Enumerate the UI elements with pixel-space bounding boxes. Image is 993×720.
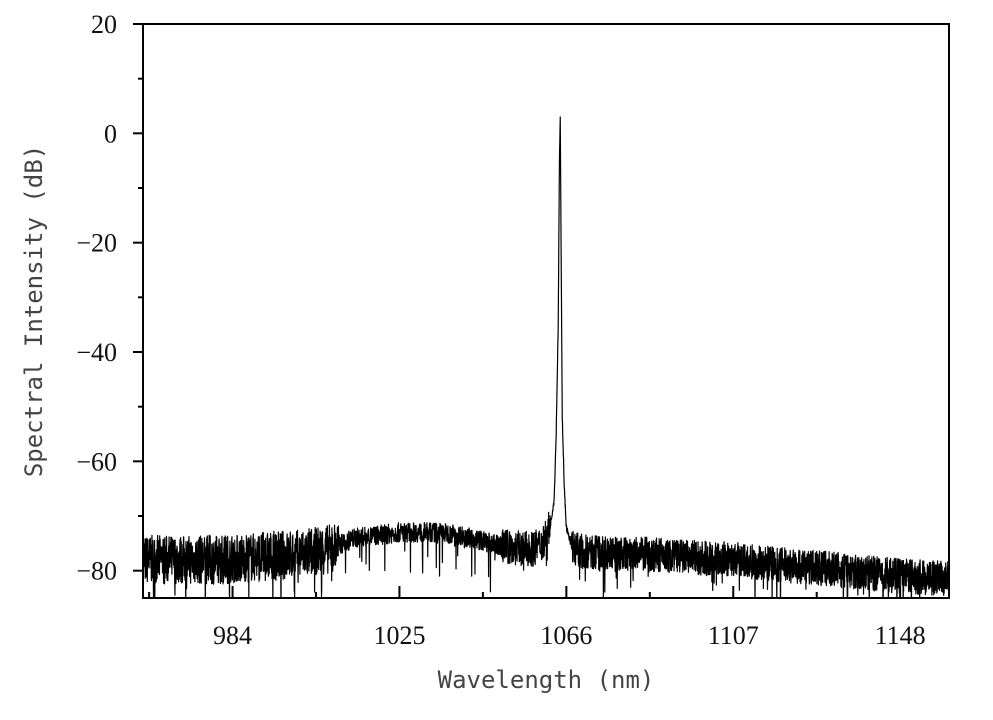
x-tick-label: 1107: [708, 621, 759, 650]
x-tick-label: 1025: [373, 621, 425, 650]
x-axis: 984 1025 1066 1107 1148: [148, 586, 926, 650]
x-tick-label: 1066: [540, 621, 592, 650]
y-tick-label: −60: [76, 447, 117, 476]
y-tick-label: −40: [76, 338, 117, 367]
spectrum-line: [144, 116, 948, 597]
series-layer: [144, 116, 948, 597]
y-tick-label: 20: [91, 10, 117, 39]
y-tick-label: 0: [104, 119, 117, 148]
y-tick-label: −20: [76, 229, 117, 258]
x-tick-label: 984: [213, 621, 252, 650]
y-tick-label: −80: [76, 557, 117, 586]
x-tick-label: 1148: [875, 621, 926, 650]
y-axis-label: Spectral Intensity (dB): [20, 145, 48, 477]
x-axis-label: Wavelength (nm): [438, 666, 655, 694]
y-axis: 20 0 −20 −40 −60 −80: [76, 10, 143, 586]
plot-frame: [142, 23, 950, 599]
